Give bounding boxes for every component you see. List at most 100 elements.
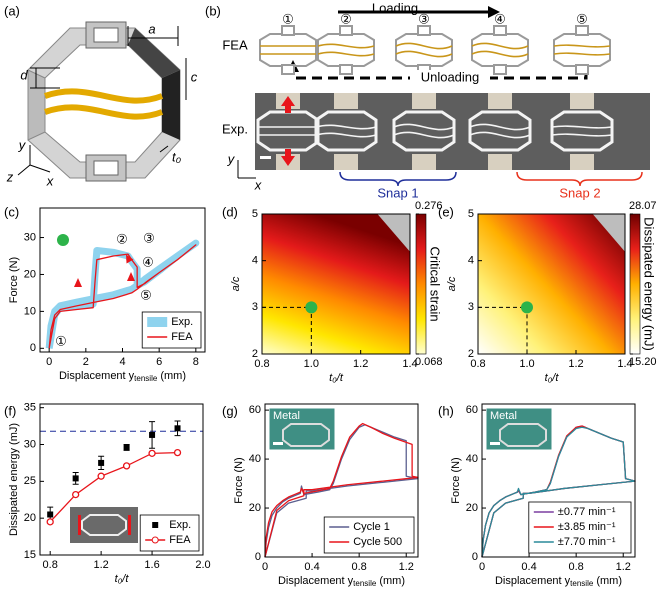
fea-beam <box>395 42 453 50</box>
annotation: ① <box>55 333 67 348</box>
fea-frame <box>317 33 375 67</box>
y-tick-label: 30 <box>24 231 36 243</box>
x-tick-label: 1.2 <box>616 561 631 573</box>
unloading-label: Unloading <box>421 69 480 84</box>
x-tick-label: 8 <box>193 356 199 368</box>
exp-beam <box>469 123 531 131</box>
axis-letter: y <box>18 137 27 152</box>
exp-frame <box>314 110 378 152</box>
fea-beam <box>471 42 529 50</box>
step-number: ⑤ <box>576 11 588 26</box>
x-tick-label: 1.2 <box>568 358 583 370</box>
scale-bar <box>273 442 283 445</box>
inset-frame <box>81 514 127 536</box>
chart: 15.20 28.07 Dissipated energy (mJ) 0.8 1.0 1.… <box>446 200 657 384</box>
series-line <box>481 426 636 558</box>
colorbar-label: Dissipated energy (mJ) <box>642 217 657 351</box>
x-label-part: (mm) <box>157 370 186 382</box>
step-number: ③ <box>418 11 430 26</box>
plot-frame <box>477 213 626 355</box>
colorbar-label: Critical strain <box>428 246 443 321</box>
x-tick-label: 1.4 <box>402 358 417 370</box>
annotation: ③ <box>143 230 155 245</box>
chart: Metal 0 0.4 0.8 1.2 0 20 40 60 Displacement ytens… <box>450 403 636 588</box>
dim-label: a <box>148 21 155 36</box>
x-tick-label: 6 <box>156 356 162 368</box>
axis-letter: y <box>227 151 236 166</box>
plot-frame <box>261 213 411 355</box>
x-tick-label: 0.4 <box>304 561 319 573</box>
direction-arrow <box>127 272 135 281</box>
chart: 0 2 4 6 8 0 10 20 30 Displacement ytensile (mm) Fo… <box>8 207 206 383</box>
fea-clamp <box>339 25 353 36</box>
fea-frame <box>471 33 529 67</box>
colorbar-tick-label: 0.068 <box>415 356 443 368</box>
y-tick-label: 3 <box>468 301 474 313</box>
exp-beam <box>315 124 377 130</box>
x-label-part: Displacement y <box>278 575 354 587</box>
y-tick-label: 2 <box>252 348 258 360</box>
y-tick-label: 30 <box>24 438 36 450</box>
y-axis-label: a/c <box>230 276 242 291</box>
x-tick-label: 1.0 <box>304 358 319 370</box>
axis-letter: x <box>254 177 262 192</box>
panel-label: (e) <box>438 204 454 219</box>
x-label-part: Displacement y <box>59 370 135 382</box>
colorbar-tick-label: 15.20 <box>629 356 657 368</box>
legend-label: FEA <box>169 534 191 546</box>
exp-clamp <box>412 154 436 170</box>
exp-clamp <box>570 93 594 109</box>
snap-label: Snap 1 <box>377 185 418 200</box>
panel-label: (g) <box>222 403 238 418</box>
panel-label: (c) <box>4 204 19 219</box>
y-tick-label: 20 <box>24 268 36 280</box>
x-label-sub: tensile <box>134 374 158 383</box>
exp-clamp <box>570 154 594 170</box>
fea-clamp <box>417 25 431 36</box>
data-point <box>122 462 131 470</box>
y-tick-label: 20 <box>249 502 261 514</box>
x-tick-label: 0 <box>46 356 52 368</box>
exp-clamp <box>334 154 358 170</box>
y-tick-label: 35 <box>24 402 36 414</box>
y-tick-label: 25 <box>24 475 36 487</box>
exp-clamp <box>412 93 436 109</box>
inset-label: Metal <box>273 410 300 422</box>
data-point <box>47 511 54 518</box>
x-tick-label: 4 <box>119 356 125 368</box>
data-point <box>123 444 130 451</box>
y-axis-label: Force (N) <box>233 457 245 503</box>
legend-label: Exp. <box>171 316 193 328</box>
x-tick-label: 0.8 <box>43 559 58 571</box>
fea-beam <box>553 52 611 56</box>
chart: Metal 0 0.4 0.8 1.2 0 20 40 60 Displacement ytens… <box>233 403 419 588</box>
fea-beam <box>317 51 375 57</box>
y-axis-label: Dissipated energy (mJ) <box>8 423 20 536</box>
data-point <box>148 449 156 458</box>
fea-frame <box>553 33 611 67</box>
legend-label: FEA <box>171 331 193 343</box>
y-tick-label: 40 <box>249 453 261 465</box>
y-tick-label: 0 <box>472 551 478 563</box>
x-tick-label: 1.2 <box>399 561 414 573</box>
fea-beam <box>471 50 529 58</box>
dim-label: d <box>20 67 28 82</box>
y-tick-label: 0 <box>30 342 36 354</box>
series-line <box>264 422 419 558</box>
y-tick-label: 20 <box>24 512 36 524</box>
y-tick-label: 60 <box>466 404 478 416</box>
x-axis-label: Displacement ytensile (mm) <box>59 370 186 383</box>
data-point <box>72 475 79 482</box>
x-tick-label: 2 <box>83 356 89 368</box>
x-axis-label: Displacement ytensile (mm) <box>278 575 405 588</box>
fea-clamp <box>281 64 295 75</box>
panel-label: (f) <box>4 403 16 418</box>
legend-swatch <box>152 522 159 528</box>
x-label-sub: tensile <box>353 579 377 588</box>
x-tick-label: 0.4 <box>521 561 536 573</box>
x-axis-label: Displacement ytensile (mm) <box>495 575 622 588</box>
legend-swatch <box>147 317 168 327</box>
y-tick-label: 4 <box>252 255 258 267</box>
data-point <box>173 448 182 457</box>
